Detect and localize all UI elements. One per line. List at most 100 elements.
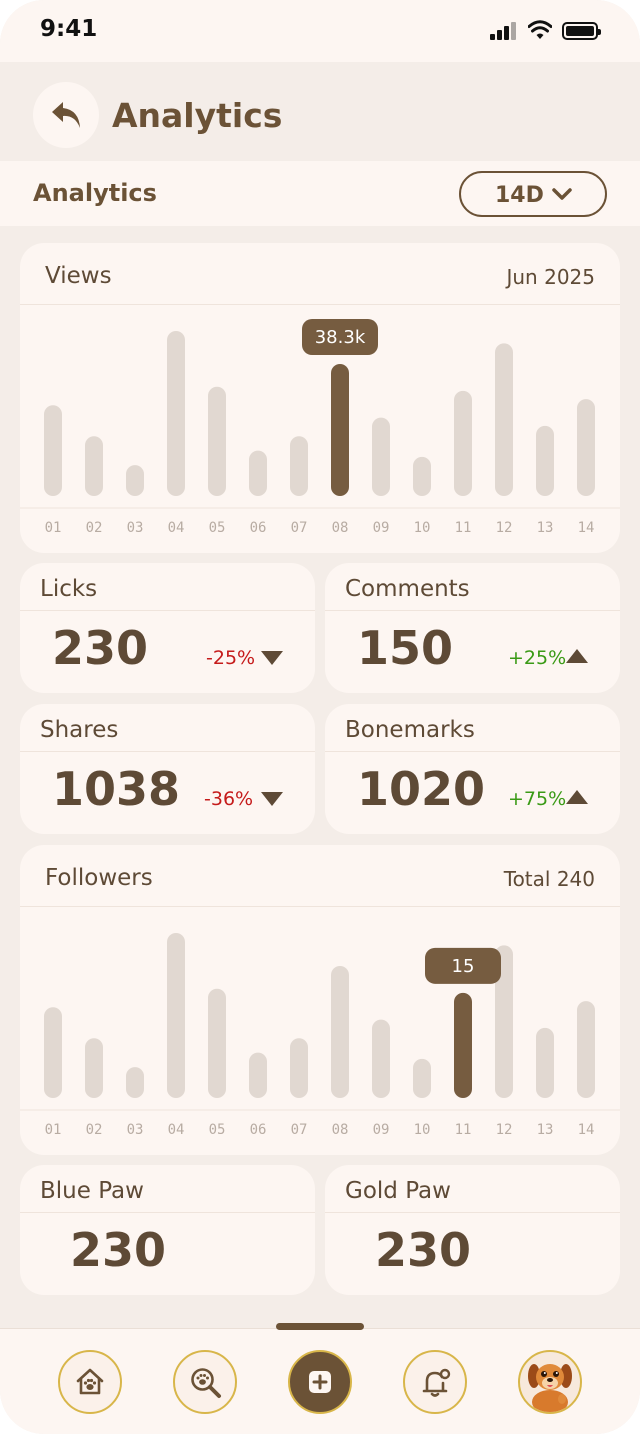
shares-value: 1038 [52,762,181,816]
followers-bar-07[interactable] [290,1038,308,1098]
views-tick-label: 11 [455,520,472,536]
views-tick-label: 03 [127,520,144,536]
signal-icon [490,22,518,40]
followers-tick-label: 11 [455,1122,472,1138]
views-bar-04[interactable] [167,331,185,496]
views-period: Jun 2025 [506,265,595,289]
comments-value: 150 [357,621,454,675]
followers-tick-label: 07 [291,1122,308,1138]
gold-paw-label: Gold Paw [345,1178,451,1204]
followers-chart: 01 02 03 04 05 06 07 08 09 10 11 12 13 14 15 [20,907,620,1155]
comments-change: +25% [508,647,567,669]
views-tick-label: 01 [45,520,62,536]
bottom-navigation [0,1323,640,1434]
views-tick-label: 12 [496,520,513,536]
shares-label: Shares [40,717,119,743]
back-button[interactable] [33,82,99,148]
views-tooltip: 38.3k [302,319,378,355]
views-card-header: Views Jun 2025 [20,243,620,305]
chevron-down-icon [552,188,572,200]
followers-bar-09[interactable] [372,1019,390,1098]
views-bar-14[interactable] [577,399,595,496]
shares-change: -36% [204,788,254,810]
views-tooltip-value: 38.3k [315,327,366,348]
section-title: Analytics [33,179,157,207]
followers-bar-10[interactable] [413,1058,431,1098]
views-bar-07[interactable] [290,436,308,496]
followers-bar-13[interactable] [536,1027,554,1098]
followers-bar-05[interactable] [208,988,226,1098]
followers-bar-11[interactable] [454,992,472,1098]
licks-card-header: Licks [20,563,315,611]
views-bar-05[interactable] [208,386,226,496]
range-dropdown[interactable]: 14D [459,171,607,217]
followers-bar-12[interactable] [495,945,513,1098]
shares-card: Shares 1038 -36% [20,704,315,834]
followers-bar-03[interactable] [126,1067,144,1098]
bonemarks-change: +75% [508,788,567,810]
views-bar-08[interactable] [331,364,349,496]
views-tick-label: 02 [86,520,103,536]
followers-tick-label: 09 [373,1122,390,1138]
views-bar-10[interactable] [413,456,431,496]
followers-bar-01[interactable] [44,1007,62,1098]
followers-tick-label: 10 [414,1122,431,1138]
bonemarks-card: Bonemarks 1020 +75% [325,704,620,834]
views-tick-label: 04 [168,520,185,536]
followers-tick-label: 01 [45,1122,62,1138]
drag-handle[interactable] [276,1323,364,1330]
views-bar-06[interactable] [249,450,267,496]
blue-paw-value: 230 [70,1223,167,1277]
views-bar-13[interactable] [536,425,554,496]
bonemarks-card-header: Bonemarks [325,704,620,752]
nav-add-button[interactable] [288,1350,352,1414]
views-tick-label: 10 [414,520,431,536]
page-title: Analytics [112,96,283,135]
followers-title: Followers [45,865,153,891]
views-tick-label: 05 [209,520,226,536]
views-bar-02[interactable] [85,436,103,496]
views-bar-03[interactable] [126,465,144,496]
views-title: Views [45,263,112,289]
comments-card-header: Comments [325,563,620,611]
status-icons [490,20,601,42]
views-bar-09[interactable] [372,417,390,496]
followers-bar-06[interactable] [249,1052,267,1098]
status-time: 9:41 [40,16,98,42]
nav-search-button[interactable] [173,1350,237,1414]
home-icon [76,1368,104,1395]
nav-home-button[interactable] [58,1350,122,1414]
followers-bar-04[interactable] [167,933,185,1098]
licks-value: 230 [52,621,149,675]
followers-tick-label: 08 [332,1122,349,1138]
comments-card: Comments 150 +25% [325,563,620,693]
add-icon [309,1371,331,1393]
followers-card-header: Followers Total 240 [20,845,620,907]
followers-bar-08[interactable] [331,966,349,1098]
views-tick-label: 14 [578,520,595,536]
followers-bar-14[interactable] [577,1001,595,1098]
followers-bar-02[interactable] [85,1038,103,1098]
licks-change: -25% [206,647,256,669]
views-bar-01[interactable] [44,405,62,496]
trend-up-icon [566,649,588,663]
licks-label: Licks [40,576,98,602]
followers-tick-label: 03 [127,1122,144,1138]
nav-profile-avatar[interactable] [518,1350,582,1414]
views-bar-12[interactable] [495,343,513,496]
wifi-icon [528,20,552,39]
blue-paw-card: Blue Paw 230 [20,1165,315,1295]
followers-tick-label: 12 [496,1122,513,1138]
views-tick-label: 09 [373,520,390,536]
nav-notifications-button[interactable] [403,1350,467,1414]
trend-down-icon [261,651,283,665]
followers-tick-label: 06 [250,1122,267,1138]
page-header: Analytics [0,62,640,160]
dog-avatar-icon [528,1364,572,1412]
views-tick-label: 08 [332,520,349,536]
blue-paw-card-header: Blue Paw [20,1165,315,1213]
trend-down-icon [261,792,283,806]
views-card: Views Jun 2025 01 02 03 04 05 06 07 08 09 10 11 12 1… [20,243,620,553]
followers-tick-label: 04 [168,1122,185,1138]
views-bar-11[interactable] [454,390,472,496]
